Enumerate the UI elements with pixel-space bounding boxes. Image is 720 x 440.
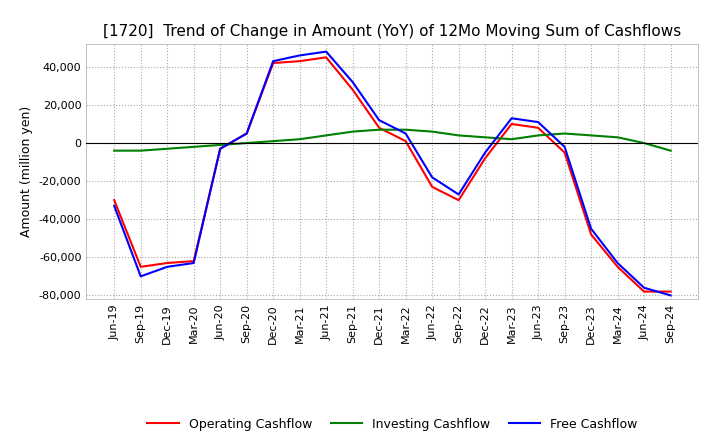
Investing Cashflow [481, 135, 490, 140]
Operating Cashflow [640, 289, 649, 294]
Free Cashflow [189, 260, 198, 266]
Free Cashflow [295, 53, 304, 58]
Free Cashflow [613, 260, 622, 266]
Operating Cashflow [428, 184, 436, 190]
Operating Cashflow [481, 156, 490, 161]
Free Cashflow [508, 116, 516, 121]
Operating Cashflow [401, 139, 410, 144]
Investing Cashflow [640, 140, 649, 146]
Investing Cashflow [322, 133, 330, 138]
Investing Cashflow [163, 146, 171, 151]
Free Cashflow [666, 293, 675, 298]
Free Cashflow [640, 285, 649, 290]
Operating Cashflow [587, 232, 595, 237]
Free Cashflow [243, 131, 251, 136]
Free Cashflow [163, 264, 171, 269]
Investing Cashflow [560, 131, 569, 136]
Free Cashflow [348, 80, 357, 85]
Operating Cashflow [189, 258, 198, 264]
Line: Operating Cashflow: Operating Cashflow [114, 57, 670, 292]
Free Cashflow [481, 150, 490, 155]
Operating Cashflow [216, 146, 225, 151]
Operating Cashflow [560, 150, 569, 155]
Free Cashflow [269, 59, 277, 64]
Free Cashflow [322, 49, 330, 54]
Free Cashflow [587, 226, 595, 231]
Operating Cashflow [269, 60, 277, 66]
Operating Cashflow [295, 59, 304, 64]
Free Cashflow [534, 119, 542, 125]
Operating Cashflow [454, 198, 463, 203]
Free Cashflow [454, 192, 463, 197]
Line: Free Cashflow: Free Cashflow [114, 51, 670, 295]
Investing Cashflow [136, 148, 145, 153]
Investing Cashflow [613, 135, 622, 140]
Investing Cashflow [216, 142, 225, 147]
Investing Cashflow [269, 139, 277, 144]
Line: Investing Cashflow: Investing Cashflow [114, 130, 670, 150]
Legend: Operating Cashflow, Investing Cashflow, Free Cashflow: Operating Cashflow, Investing Cashflow, … [143, 413, 642, 436]
Investing Cashflow [189, 144, 198, 150]
Operating Cashflow [163, 260, 171, 266]
Operating Cashflow [348, 87, 357, 92]
Free Cashflow [136, 274, 145, 279]
Free Cashflow [401, 131, 410, 136]
Title: [1720]  Trend of Change in Amount (YoY) of 12Mo Moving Sum of Cashflows: [1720] Trend of Change in Amount (YoY) o… [103, 24, 682, 39]
Investing Cashflow [666, 148, 675, 153]
Investing Cashflow [295, 136, 304, 142]
Investing Cashflow [454, 133, 463, 138]
Y-axis label: Amount (million yen): Amount (million yen) [20, 106, 33, 237]
Investing Cashflow [401, 127, 410, 132]
Investing Cashflow [534, 133, 542, 138]
Free Cashflow [428, 175, 436, 180]
Investing Cashflow [243, 140, 251, 146]
Free Cashflow [560, 144, 569, 150]
Operating Cashflow [243, 131, 251, 136]
Operating Cashflow [534, 125, 542, 130]
Investing Cashflow [110, 148, 119, 153]
Operating Cashflow [136, 264, 145, 269]
Free Cashflow [216, 146, 225, 151]
Free Cashflow [110, 203, 119, 209]
Investing Cashflow [587, 133, 595, 138]
Investing Cashflow [348, 129, 357, 134]
Investing Cashflow [428, 129, 436, 134]
Operating Cashflow [322, 55, 330, 60]
Operating Cashflow [375, 125, 384, 130]
Free Cashflow [375, 117, 384, 123]
Operating Cashflow [110, 198, 119, 203]
Operating Cashflow [508, 121, 516, 127]
Operating Cashflow [613, 264, 622, 269]
Investing Cashflow [508, 136, 516, 142]
Investing Cashflow [375, 127, 384, 132]
Operating Cashflow [666, 289, 675, 294]
